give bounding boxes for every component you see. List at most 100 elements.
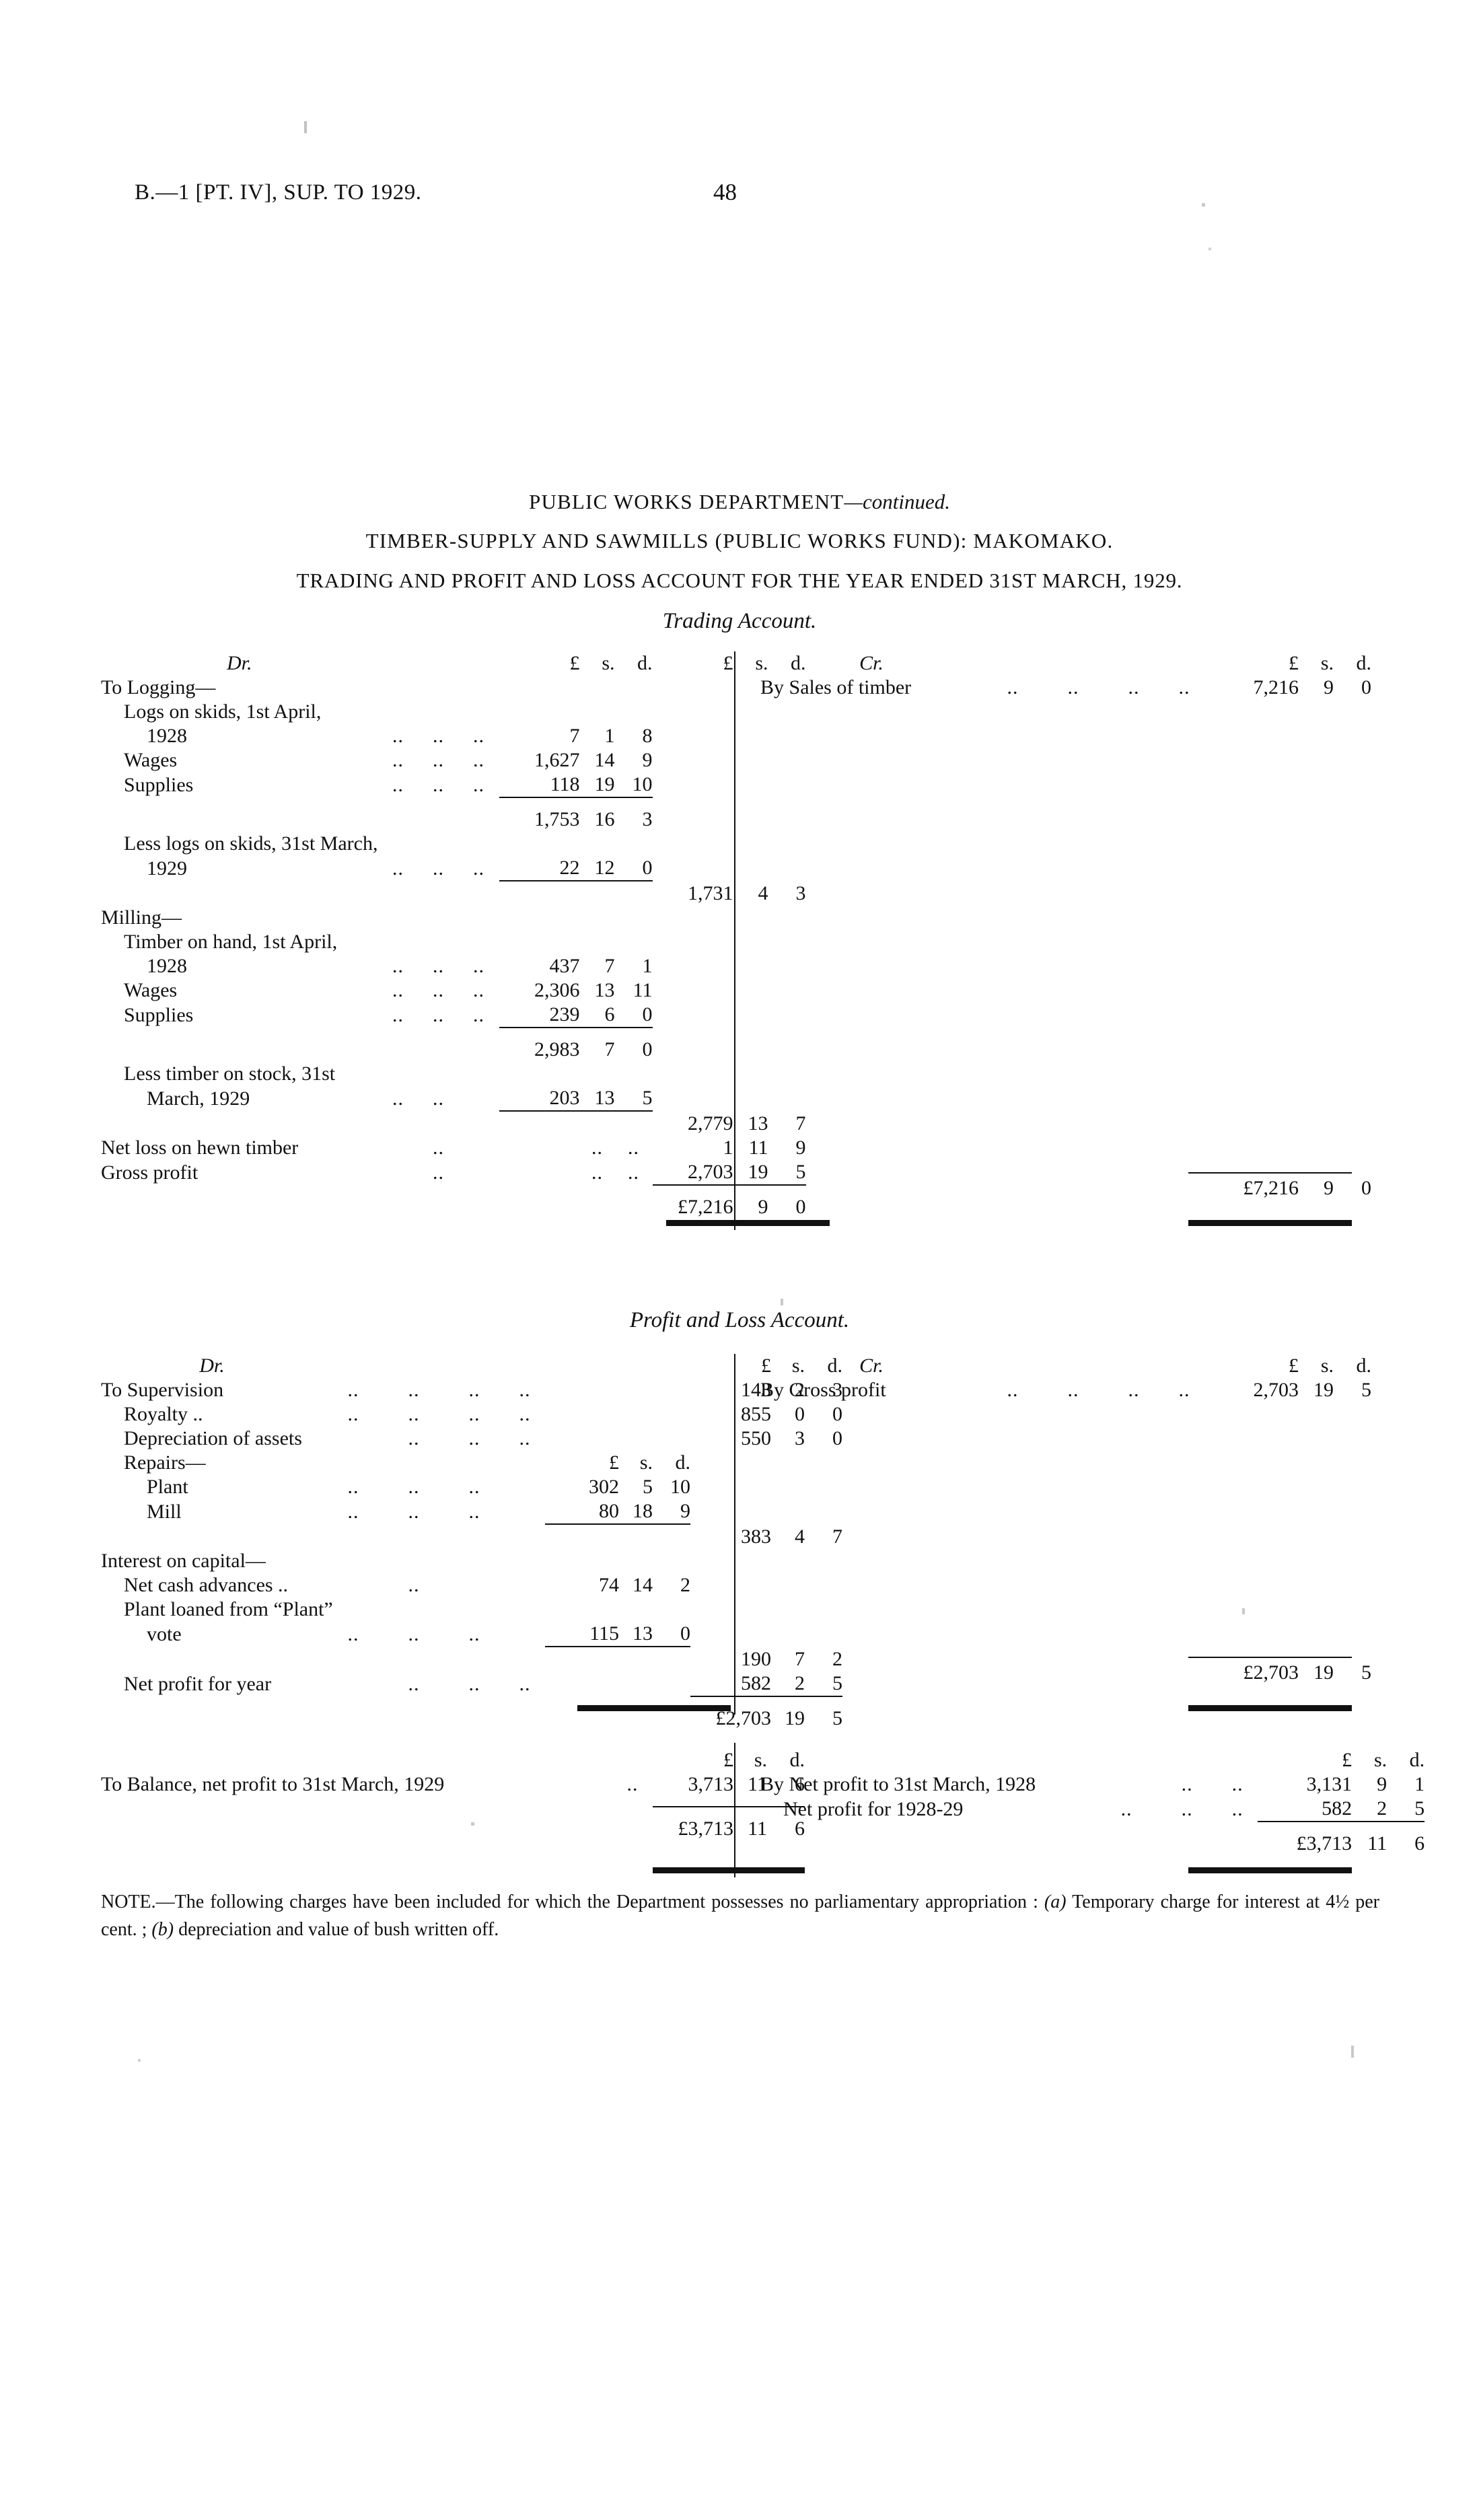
logging-supplies-label: Supplies xyxy=(124,774,194,796)
repairs-total-rule xyxy=(545,1523,690,1549)
dot-leader: .. xyxy=(408,1574,420,1596)
title-department-continued: —continued. xyxy=(844,490,950,513)
trading-debit-total-shillings: 9 xyxy=(758,1196,768,1218)
pl-debit-shillings-header: s. xyxy=(791,1355,805,1377)
footnote-label: NOTE. xyxy=(101,1892,156,1912)
logs-on-skids-pence: 8 xyxy=(642,725,653,747)
less-logs-shillings: 12 xyxy=(594,857,615,879)
dot-leader: .. xyxy=(433,725,444,747)
dot-leader: .. xyxy=(408,1673,420,1695)
dot-leader: .. xyxy=(591,1161,603,1184)
table-row: Wages .. .. .. 2,306 13 11 xyxy=(101,978,806,1003)
dot-leader: .. xyxy=(473,955,484,977)
milling-wages-pound: 2,306 xyxy=(534,979,580,1001)
dot-leader: .. xyxy=(628,1137,639,1159)
net-cash-advances-shillings: 14 xyxy=(633,1574,653,1596)
logging-wages-pence: 9 xyxy=(642,749,653,771)
timber-on-hand-pound: 437 xyxy=(549,955,580,977)
table-row: Gross profit .. .. .. 2,703 19 5 xyxy=(101,1160,806,1185)
dot-leader: .. xyxy=(433,1004,444,1026)
table-row: By Sales of timber .. .. .. .. 7,216 9 0 xyxy=(760,676,1371,700)
table-row: To Logging— xyxy=(101,676,806,700)
trading-debit-dr-label: Dr. xyxy=(226,652,252,674)
balance-debit-total-shillings: 11 xyxy=(748,1817,767,1840)
trading-debit-col2-pence: d. xyxy=(791,652,806,674)
net-profit-1928-29-shillings: 2 xyxy=(1377,1797,1387,1820)
balance-credit-pence-header: d. xyxy=(1409,1749,1425,1771)
table-row: Net loss on hewn timber .. .. .. 1 11 9 xyxy=(101,1136,806,1160)
table-row: 1928 .. .. .. 7 1 8 xyxy=(101,724,806,748)
trading-account-divider xyxy=(734,651,735,1230)
table-row: 1,731 4 3 xyxy=(101,880,806,906)
dot-leader: .. xyxy=(408,1623,420,1645)
table-row: Depreciation of assets .. .. .. 550 3 0 xyxy=(101,1427,842,1451)
table-row: Plant loaned from “Plant” xyxy=(101,1597,842,1622)
dot-leader: .. xyxy=(473,774,484,796)
dot-leader: .. xyxy=(433,857,444,879)
logging-subtotal-pence: 3 xyxy=(642,808,653,830)
supervision-label: To Supervision xyxy=(101,1379,224,1401)
table-row: Supplies .. .. .. 118 19 10 xyxy=(101,772,806,797)
milling-subtotal-shillings: 7 xyxy=(604,1038,615,1060)
repairs-mill-label: Mill xyxy=(147,1501,182,1523)
pl-credit-total-shillings: 19 xyxy=(1313,1661,1334,1684)
trading-debit-total-rule xyxy=(652,1184,806,1195)
trading-credit-total-shillings: 9 xyxy=(1324,1177,1334,1199)
balance-debit-header-row: £ s. d. xyxy=(101,1748,805,1772)
table-row: Royalty .. .. .. .. .. 855 0 0 xyxy=(101,1402,842,1427)
title-department: PUBLIC WORKS DEPARTMENT—continued. xyxy=(0,490,1479,514)
dot-leader: .. xyxy=(392,979,404,1001)
by-gross-profit-pence: 5 xyxy=(1361,1379,1371,1401)
gross-profit-pound: 2,703 xyxy=(688,1161,733,1183)
plant-loaned-label: Plant loaned from “Plant” xyxy=(124,1598,333,1620)
less-timber-shillings: 13 xyxy=(594,1087,615,1109)
balance-debit-total-pence: 6 xyxy=(795,1817,805,1840)
royalty-shillings: 0 xyxy=(795,1403,805,1425)
pl-debit-total-rule xyxy=(690,1696,842,1706)
balance-credit-pound-header: £ xyxy=(1342,1749,1352,1771)
dot-leader: .. xyxy=(473,749,484,771)
balance-debit-pence-header: d. xyxy=(789,1749,805,1771)
net-cash-advances-label: Net cash advances .. xyxy=(124,1574,289,1596)
pl-credit-pence-header: d. xyxy=(1356,1355,1372,1377)
dot-leader: .. xyxy=(347,1476,359,1498)
royalty-label: Royalty .. xyxy=(124,1403,203,1425)
repairs-pound-header: £ xyxy=(609,1451,619,1474)
pl-credit-header-row: Cr. £ s. d. xyxy=(760,1354,1371,1378)
repairs-mill-pence: 9 xyxy=(680,1500,690,1522)
by-net-profit-1928-shillings: 9 xyxy=(1377,1773,1387,1795)
less-logs-year: 1929 xyxy=(147,857,187,879)
table-row: Logs on skids, 1st April, xyxy=(101,700,806,724)
total-rule-row xyxy=(760,1821,1425,1832)
sales-of-timber-pound: 7,216 xyxy=(1253,676,1299,698)
table-row: 2,779 13 7 xyxy=(101,1110,806,1136)
dot-leader: .. xyxy=(392,857,404,879)
milling-wages-pence: 11 xyxy=(633,979,653,1001)
table-row: £7,216 9 0 xyxy=(760,1176,1372,1200)
dot-leader: .. xyxy=(408,1379,420,1401)
milling-subtotal-rule xyxy=(499,1027,653,1038)
dot-leader: .. xyxy=(433,774,444,796)
print-speck xyxy=(1209,248,1211,250)
trading-account-debit: Dr. £ s. d. £ s. d. To Logging— Logs on … xyxy=(101,651,830,1223)
timber-on-hand-label: Timber on hand, 1st April, xyxy=(124,931,338,953)
interest-section-title: Interest on capital— xyxy=(101,1550,266,1572)
dot-leader: .. xyxy=(433,955,444,977)
repairs-total-shillings: 4 xyxy=(795,1525,805,1548)
table-row: March, 1929 .. .. 203 13 5 xyxy=(101,1086,806,1111)
by-gross-profit-shillings: 19 xyxy=(1313,1379,1334,1401)
trading-debit-total-pence: 0 xyxy=(795,1196,806,1218)
section-title-trading: Trading Account. xyxy=(662,609,817,633)
balance-credit-shillings-header: s. xyxy=(1373,1749,1387,1771)
pl-credit-total-pound: £2,703 xyxy=(1243,1661,1299,1684)
table-row: By Gross profit .. .. .. .. 2,703 19 5 xyxy=(760,1378,1371,1402)
title-department-main: PUBLIC WORKS DEPARTMENT xyxy=(529,490,844,513)
dot-leader: .. xyxy=(433,1137,444,1159)
dot-leader: .. xyxy=(519,1379,531,1401)
dot-leader: .. xyxy=(473,857,484,879)
table-row: Repairs— £ s. d. xyxy=(101,1451,842,1475)
dot-leader: .. xyxy=(392,725,404,747)
print-speck xyxy=(304,121,307,133)
logs-on-skids-pound: 7 xyxy=(569,725,580,747)
